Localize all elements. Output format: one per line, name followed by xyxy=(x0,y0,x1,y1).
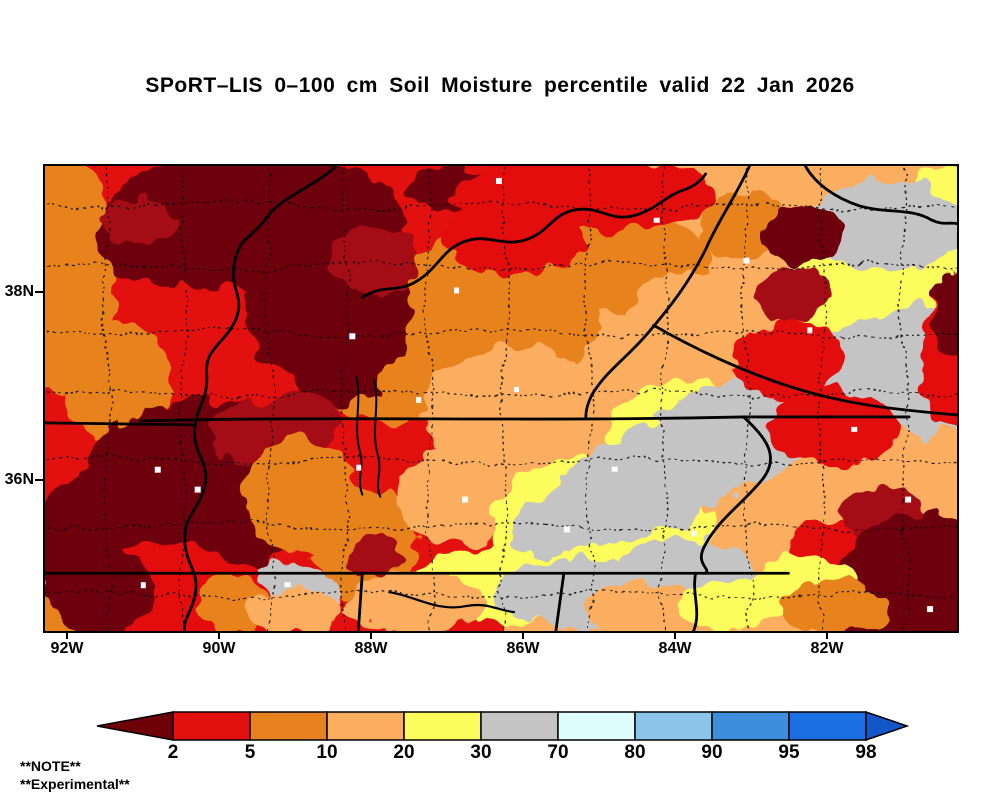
county-boundaries xyxy=(45,166,957,631)
lat-label-36n: 36N xyxy=(4,471,34,488)
colorbar-segment xyxy=(403,711,482,741)
lat-label-38n: 38N xyxy=(4,283,34,300)
state-boundaries xyxy=(45,166,957,631)
longitude-tick-90w xyxy=(218,632,220,639)
lon-label-86w: 86W xyxy=(506,640,540,657)
longitude-tick-84w xyxy=(674,632,676,639)
colorbar-tick-70: 70 xyxy=(547,742,569,763)
colorbar-tick-90: 90 xyxy=(701,742,723,763)
longitude-tick-92w xyxy=(66,632,68,639)
al-ga-border xyxy=(554,571,566,631)
colorbar-segment xyxy=(249,711,328,741)
lon-label-92w: 92W xyxy=(50,640,84,657)
map-frame xyxy=(43,164,959,633)
latitude-tick-36n xyxy=(35,479,44,481)
white-specks xyxy=(140,177,934,613)
va-nc-border xyxy=(652,323,957,417)
colorbar-segment xyxy=(557,711,636,741)
longitude-tick-88w xyxy=(370,632,372,639)
colorbar-tick-30: 30 xyxy=(470,742,492,763)
colorbar-tick-2: 2 xyxy=(167,742,179,763)
lon-label-84w: 84W xyxy=(658,640,692,657)
colorbar-segment xyxy=(480,711,559,741)
footer-notes: **NOTE** **Experimental** xyxy=(20,757,130,793)
ohio-river xyxy=(360,172,707,299)
colorbar-left-arrow xyxy=(96,711,174,741)
latitude-tick-38n xyxy=(35,291,44,293)
colorbar-segment xyxy=(172,711,251,741)
mo-ar-border xyxy=(45,421,197,427)
colorbar xyxy=(96,710,910,742)
lon-label-82w: 82W xyxy=(810,640,844,657)
ky-va-border xyxy=(584,166,751,419)
wv-border xyxy=(803,166,957,226)
colorbar-tick-10: 10 xyxy=(316,742,338,763)
cumberland-river-west xyxy=(373,379,382,498)
colorbar-tick-95: 95 xyxy=(778,742,800,763)
lon-label-88w: 88W xyxy=(354,640,388,657)
tn-nc-border xyxy=(699,415,772,575)
longitude-tick-82w xyxy=(826,632,828,639)
experimental-line: **Experimental** xyxy=(20,776,130,792)
mississippi-river xyxy=(182,166,338,631)
soil-moisture-map xyxy=(45,166,957,631)
colorbar-right-arrow xyxy=(865,710,910,742)
note-line: **NOTE** xyxy=(20,758,81,774)
colorbar-segment xyxy=(711,711,790,741)
tennessee-river-al xyxy=(388,591,516,614)
colorbar-segment xyxy=(634,711,713,741)
colorbar-segment xyxy=(326,711,405,741)
ga-nc-border xyxy=(692,571,699,631)
colorbar-segment xyxy=(788,711,867,741)
tennessee-river-west xyxy=(355,376,364,496)
ms-al-border xyxy=(356,571,364,631)
colorbar-tick-20: 20 xyxy=(393,742,415,763)
colorbar-tick-80: 80 xyxy=(624,742,646,763)
lon-label-90w: 90W xyxy=(202,640,236,657)
figure-title: SPoRT–LIS 0–100 cm Soil Moisture percent… xyxy=(145,74,855,97)
percentile-regions xyxy=(45,166,957,631)
colorbar-tick-5: 5 xyxy=(244,742,256,763)
colorbar-tick-98: 98 xyxy=(855,742,877,763)
ky-tn-border xyxy=(139,415,911,423)
longitude-tick-86w xyxy=(522,632,524,639)
